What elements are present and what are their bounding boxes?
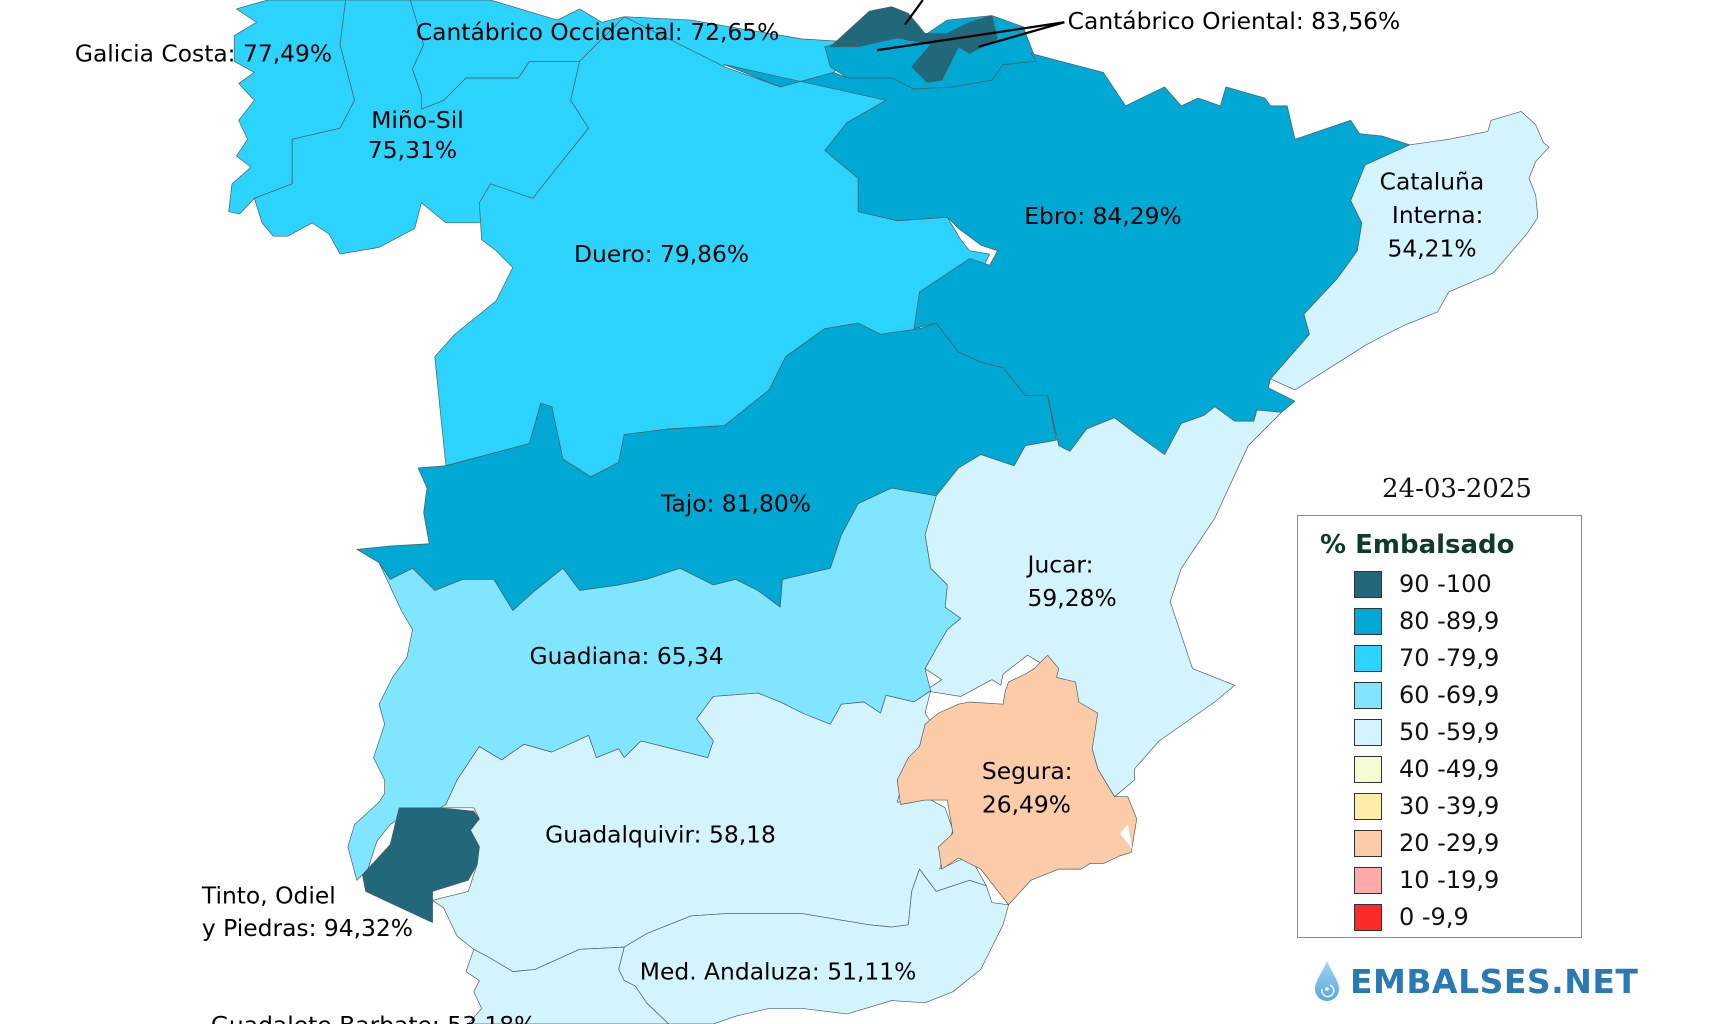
region-cataluna-interna[interactable] <box>1270 111 1550 391</box>
region-segura[interactable] <box>896 654 1138 906</box>
label-tajo: Tajo: 81,80% <box>660 489 811 517</box>
region-guadalquivir[interactable] <box>432 690 987 972</box>
legend-label: 90 -100 <box>1399 570 1492 598</box>
region-guadalete-barbate[interactable] <box>465 946 670 1024</box>
legend-label: 70 -79,9 <box>1399 644 1500 672</box>
logo-text: EMBALSES.NET <box>1350 961 1639 1001</box>
legend-label: 80 -89,9 <box>1399 607 1500 635</box>
label-galicia-costa: Galicia Costa: 77,49% <box>75 39 332 67</box>
region-ebro[interactable] <box>724 53 1411 455</box>
label-tinto-line1: Tinto, Odiel <box>201 882 336 910</box>
label-guadalquivir: Guadalquivir: 58,18 <box>545 820 776 848</box>
label-segura-value: 26,49% <box>982 790 1071 818</box>
water-drop-icon <box>1315 961 1339 1001</box>
legend-swatch <box>1354 755 1382 783</box>
region-tinto-odiel-piedras[interactable] <box>362 807 480 923</box>
legend-label: 30 -39,9 <box>1399 792 1500 820</box>
label-ebro: Ebro: 84,29% <box>1024 202 1181 230</box>
legend-swatch <box>1354 792 1382 820</box>
label-jucar-value: 59,28% <box>1028 584 1117 612</box>
map-date: 24-03-2025 <box>1382 474 1532 504</box>
label-guadalete-barbate: Guadalete-Barbate: 53,18% <box>211 1011 537 1024</box>
leader-line-oriental-1 <box>876 21 1065 52</box>
label-guadiana: Guadiana: 65,34 <box>529 642 723 670</box>
region-med-andaluza[interactable] <box>618 868 1009 1024</box>
legend-swatch <box>1354 644 1382 672</box>
legend-item-20-29: 20 -29,9 <box>1354 828 1499 858</box>
legend-item-0-9: 0 -9,9 <box>1354 902 1469 932</box>
legend-item-90-100: 90 -100 <box>1354 569 1492 599</box>
legend-item-40-49: 40 -49,9 <box>1354 754 1499 784</box>
legend-label: 0 -9,9 <box>1399 903 1469 931</box>
legend-item-10-19: 10 -19,9 <box>1354 865 1499 895</box>
legend-title: % Embalsado <box>1320 530 1515 560</box>
label-mino-sil-value: 75,31% <box>368 136 457 164</box>
label-tinto-line2: y Piedras: 94,32% <box>202 914 413 942</box>
legend-swatch <box>1354 829 1382 857</box>
label-cataluna-line1: Cataluña <box>1380 167 1485 195</box>
label-med-andaluza: Med. Andaluza: 51,11% <box>640 957 917 985</box>
legend-swatch <box>1354 570 1382 598</box>
label-jucar-name: Jucar: <box>1026 551 1094 579</box>
label-duero: Duero: 79,86% <box>574 240 749 268</box>
leader-line-oriental-2 <box>978 21 1065 48</box>
legend-label: 60 -69,9 <box>1399 681 1500 709</box>
legend: % Embalsado 90 -100 80 -89,9 70 -79,9 60… <box>1297 515 1582 938</box>
legend-item-70-79: 70 -79,9 <box>1354 643 1499 673</box>
coast-notch <box>1120 824 1133 850</box>
label-mino-sil-name: Miño-Sil <box>371 106 463 134</box>
legend-swatch <box>1354 903 1382 931</box>
label-cantabrico-oriental: Cantábrico Oriental: 83,56% <box>1068 7 1401 35</box>
label-cataluna-line2: Interna: <box>1392 201 1483 229</box>
embalses-logo[interactable]: EMBALSES.NET <box>1312 958 1638 1004</box>
legend-swatch <box>1354 607 1382 635</box>
legend-swatch <box>1354 718 1382 746</box>
legend-label: 20 -29,9 <box>1399 829 1500 857</box>
label-segura-name: Segura: <box>982 757 1073 785</box>
legend-swatch <box>1354 866 1382 894</box>
label-cataluna-value: 54,21% <box>1387 234 1476 262</box>
label-cantabrico-occidental: Cantábrico Occidental: 72,65% <box>416 18 780 46</box>
legend-label: 40 -49,9 <box>1399 755 1500 783</box>
legend-item-50-59: 50 -59,9 <box>1354 717 1499 747</box>
leader-line-top <box>904 0 924 26</box>
legend-swatch <box>1354 681 1382 709</box>
legend-item-80-89: 80 -89,9 <box>1354 606 1499 636</box>
legend-label: 10 -19,9 <box>1399 866 1500 894</box>
legend-item-60-69: 60 -69,9 <box>1354 680 1499 710</box>
legend-item-30-39: 30 -39,9 <box>1354 791 1499 821</box>
legend-label: 50 -59,9 <box>1399 718 1500 746</box>
